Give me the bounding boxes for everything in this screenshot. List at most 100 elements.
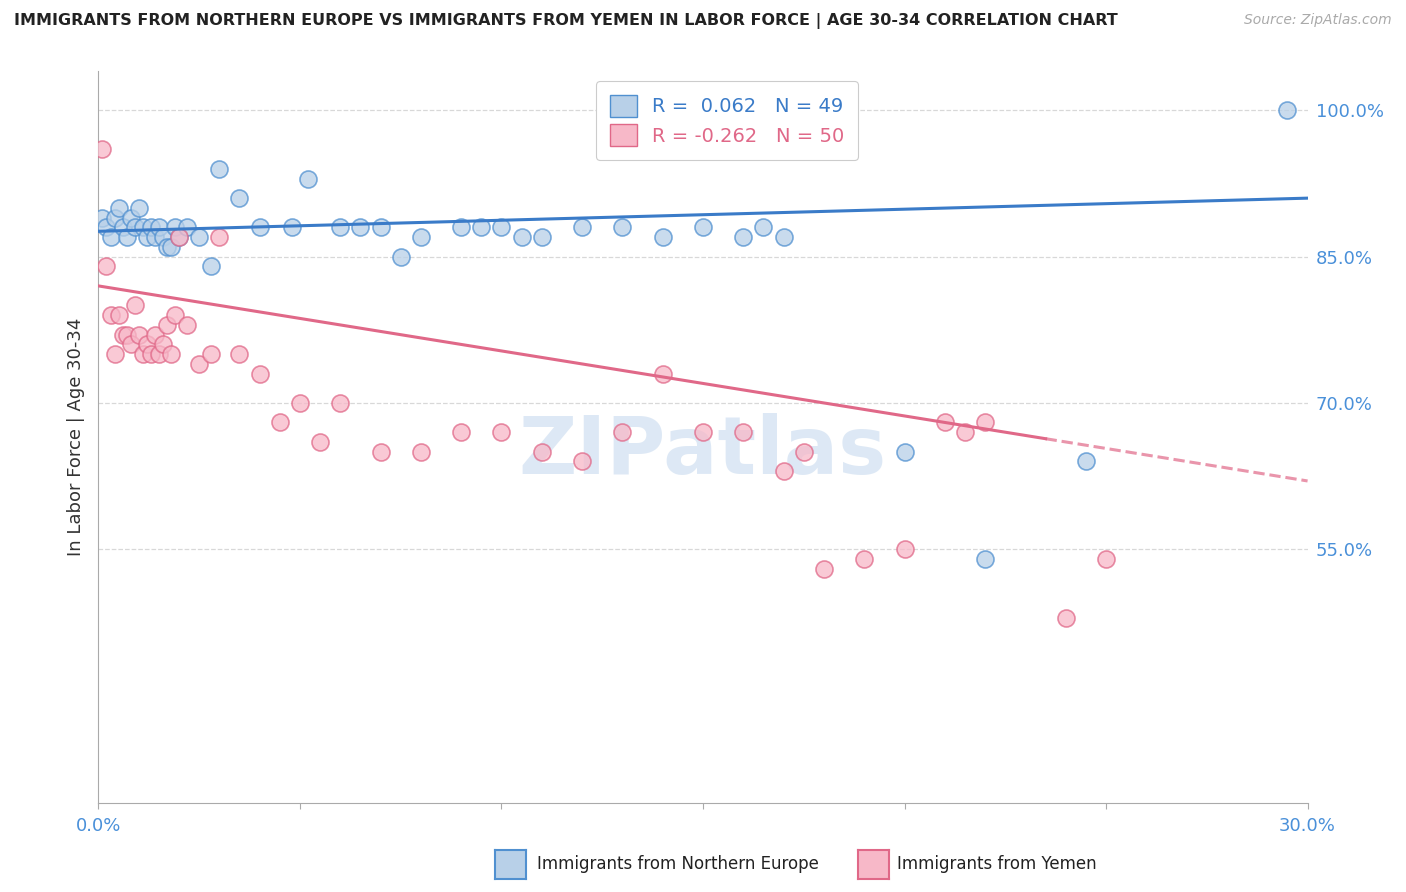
Point	[309, 434, 332, 449]
Point	[288, 396, 311, 410]
Point	[893, 444, 915, 458]
Point	[249, 367, 271, 381]
Point	[160, 347, 183, 361]
Point	[733, 230, 755, 244]
Point	[120, 211, 142, 225]
Point	[91, 211, 114, 225]
Legend: R =  0.062   N = 49, R = -0.262   N = 50: R = 0.062 N = 49, R = -0.262 N = 50	[596, 81, 858, 160]
Point	[228, 191, 250, 205]
Point	[148, 347, 170, 361]
Point	[91, 142, 114, 156]
Point	[139, 347, 162, 361]
Point	[143, 230, 166, 244]
Point	[612, 220, 634, 235]
Point	[1095, 552, 1118, 566]
Point	[297, 171, 319, 186]
Point	[200, 260, 222, 274]
Point	[450, 220, 472, 235]
Point	[107, 308, 129, 322]
Point	[974, 552, 997, 566]
Point	[152, 230, 174, 244]
Y-axis label: In Labor Force | Age 30-34: In Labor Force | Age 30-34	[66, 318, 84, 557]
Point	[893, 542, 915, 557]
Point	[692, 425, 714, 440]
Point	[530, 444, 553, 458]
Point	[188, 230, 211, 244]
Point	[96, 260, 118, 274]
Text: Source: ZipAtlas.com: Source: ZipAtlas.com	[1244, 13, 1392, 28]
Point	[450, 425, 472, 440]
Point	[167, 230, 190, 244]
Point	[491, 425, 513, 440]
Point	[813, 562, 835, 576]
Point	[409, 444, 432, 458]
Text: Immigrants from Northern Europe: Immigrants from Northern Europe	[537, 855, 818, 873]
Point	[100, 308, 122, 322]
Point	[143, 327, 166, 342]
Point	[107, 201, 129, 215]
Point	[132, 220, 155, 235]
Point	[329, 396, 352, 410]
Point	[974, 416, 997, 430]
Point	[571, 220, 593, 235]
Point	[156, 318, 179, 332]
Point	[176, 318, 198, 332]
Point	[389, 250, 412, 264]
Point	[692, 220, 714, 235]
Point	[510, 230, 533, 244]
Point	[470, 220, 492, 235]
Point	[733, 425, 755, 440]
Point	[103, 211, 125, 225]
Point	[124, 298, 146, 312]
Point	[269, 416, 291, 430]
Point	[491, 220, 513, 235]
Point	[96, 220, 118, 235]
Point	[163, 308, 186, 322]
Point	[139, 220, 162, 235]
Point	[934, 416, 956, 430]
Text: IMMIGRANTS FROM NORTHERN EUROPE VS IMMIGRANTS FROM YEMEN IN LABOR FORCE | AGE 30: IMMIGRANTS FROM NORTHERN EUROPE VS IMMIG…	[14, 13, 1118, 29]
Point	[349, 220, 371, 235]
Point	[752, 220, 775, 235]
Point	[1074, 454, 1097, 468]
Point	[612, 425, 634, 440]
Point	[772, 464, 794, 478]
Point	[571, 454, 593, 468]
Point	[188, 357, 211, 371]
Point	[111, 327, 134, 342]
Point	[124, 220, 146, 235]
Point	[953, 425, 976, 440]
Point	[115, 230, 138, 244]
Point	[132, 347, 155, 361]
Point	[853, 552, 876, 566]
Point	[208, 161, 231, 176]
Point	[772, 230, 794, 244]
Point	[100, 230, 122, 244]
Point	[103, 347, 125, 361]
Point	[152, 337, 174, 351]
Point	[530, 230, 553, 244]
Point	[651, 367, 673, 381]
Point	[115, 327, 138, 342]
Point	[160, 240, 183, 254]
Point	[228, 347, 250, 361]
Point	[156, 240, 179, 254]
Point	[651, 230, 673, 244]
Point	[135, 230, 157, 244]
Point	[370, 220, 392, 235]
Point	[281, 220, 304, 235]
Point	[793, 444, 815, 458]
Point	[148, 220, 170, 235]
Point	[329, 220, 352, 235]
Point	[128, 201, 150, 215]
Point	[1054, 610, 1077, 624]
Point	[208, 230, 231, 244]
Point	[200, 347, 222, 361]
Point	[111, 220, 134, 235]
Point	[176, 220, 198, 235]
Point	[135, 337, 157, 351]
Point	[167, 230, 190, 244]
Point	[120, 337, 142, 351]
Text: Immigrants from Yemen: Immigrants from Yemen	[897, 855, 1097, 873]
Point	[163, 220, 186, 235]
